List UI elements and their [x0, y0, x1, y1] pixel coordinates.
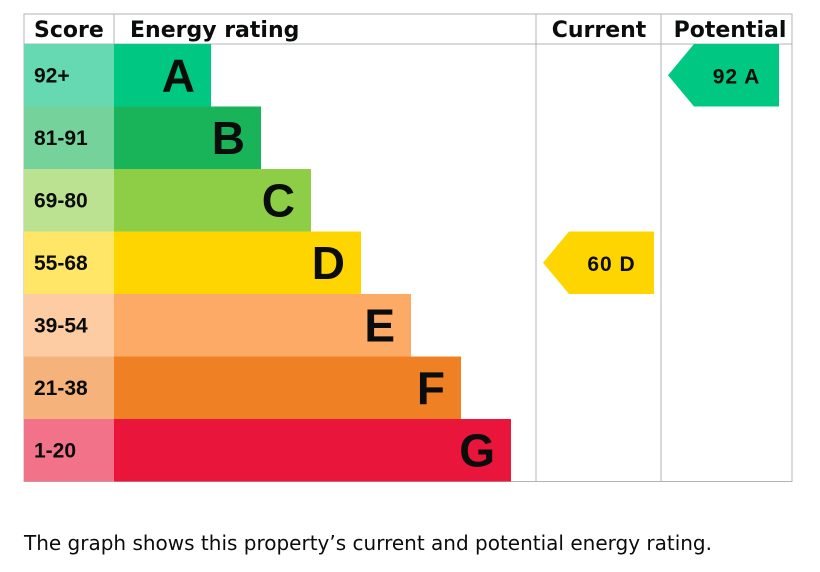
band-letter: D [312, 237, 345, 289]
band-score-label: 92+ [34, 64, 70, 87]
band-bar [114, 44, 211, 107]
band-score-cell [24, 44, 114, 107]
header-current: Current [552, 18, 647, 43]
band-score-label: 69-80 [34, 189, 88, 212]
band-e: 39-54 E [24, 294, 411, 357]
band-g: 1-20 G [24, 419, 511, 482]
band-score-label: 21-38 [34, 377, 88, 400]
header-score: Score [34, 18, 104, 43]
band-score-cell [24, 169, 114, 232]
band-f: 21-38 F [24, 356, 461, 419]
band-score-label: 1-20 [34, 439, 76, 462]
potential-rating-arrow [668, 44, 779, 107]
chart-caption: The graph shows this property’s current … [24, 531, 712, 555]
band-letter: F [417, 362, 445, 414]
band-score-label: 55-68 [34, 252, 88, 275]
band-score-cell [24, 356, 114, 419]
current-rating-arrow [543, 231, 654, 294]
rating-bands: 92+ A 81-91 B 69-80 C 55-68 D 39-54 E 21-38 F 1-20 G [24, 44, 511, 482]
band-score-cell [24, 106, 114, 169]
band-letter: B [212, 112, 245, 164]
band-score-label: 81-91 [34, 127, 88, 150]
band-bar [114, 169, 311, 232]
band-c: 69-80 C [24, 169, 311, 232]
potential-rating: 92 A [668, 44, 779, 107]
band-score-cell [24, 231, 114, 294]
band-a: 92+ A [24, 44, 211, 107]
band-score-label: 39-54 [34, 314, 88, 337]
band-bar [114, 356, 461, 419]
band-letter: G [459, 424, 495, 476]
rating-markers: 60 D 92 A [543, 44, 779, 294]
potential-rating-label: 92 A [713, 65, 761, 88]
band-score-cell [24, 294, 114, 357]
header-energy-rating: Energy rating [130, 18, 299, 43]
band-letter: E [364, 299, 395, 351]
header-potential: Potential [674, 18, 787, 43]
band-bar [114, 106, 261, 169]
band-bar [114, 419, 511, 482]
current-rating-label: 60 D [587, 253, 635, 276]
band-letter: C [262, 174, 295, 226]
band-d: 55-68 D [24, 231, 361, 294]
band-score-cell [24, 419, 114, 482]
band-letter: A [162, 49, 195, 101]
epc-chart: Score Energy rating Current Potential 92… [23, 13, 793, 482]
band-bar [114, 294, 411, 357]
current-rating: 60 D [543, 231, 654, 294]
band-bar [114, 231, 361, 294]
band-b: 81-91 B [24, 106, 261, 169]
